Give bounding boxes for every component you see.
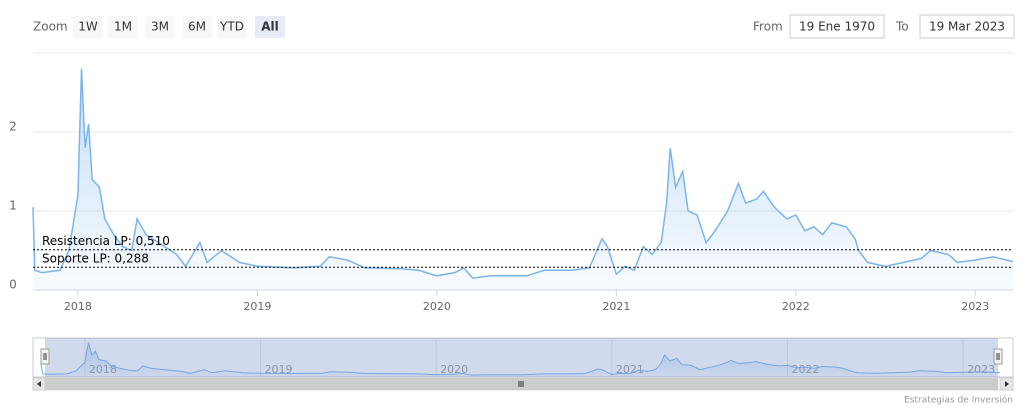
range-button[interactable] [145,16,175,38]
scrollbar-grip [518,381,524,387]
range-button[interactable] [73,16,103,38]
range-button[interactable] [255,16,285,38]
x-tick-label: 2022 [782,300,810,313]
x-tick-label: 2020 [423,300,451,313]
to-value[interactable]: 19 Mar 2023 [929,20,1005,34]
range-button-label[interactable]: 1W [78,20,98,34]
to-input[interactable] [919,14,1015,39]
arrow-right [1005,381,1009,387]
x-tick-label: 2018 [64,300,92,313]
series-area [33,68,1013,290]
range-button-label[interactable]: 1M [114,20,132,34]
credits[interactable]: Estrategias de Inversión [904,395,1013,406]
from-value[interactable]: 19 Ene 1970 [799,20,875,34]
from-input[interactable] [789,14,885,39]
zoom-label: Zoom [33,20,68,34]
range-button-label[interactable]: 3M [151,20,169,34]
navigator-area [41,342,1000,377]
range-button-label[interactable]: 6M [188,20,206,34]
navigator-handle[interactable] [40,348,50,365]
navigator-x-label: 2020 [440,363,468,376]
navigator-line [40,342,1001,376]
arrow-left [37,381,41,387]
to-label: To [895,20,909,34]
handle-grip [43,353,47,360]
plot-line-label: Soporte LP: 0,288 [42,252,149,266]
y-tick-label: 1 [9,199,17,213]
series-line [32,68,1014,279]
x-tick-label: 2019 [243,300,271,313]
navigator-handle[interactable] [993,348,1003,365]
y-tick-label: 0 [9,278,17,292]
navigator-x-label: 2019 [265,363,293,376]
x-tick-label: 2023 [961,300,989,313]
from-label: From [753,20,783,34]
range-button[interactable] [217,16,247,38]
navigator-mask [45,338,998,377]
plot-line-label: Resistencia LP: 0,510 [42,234,170,248]
x-tick-label: 2021 [602,300,630,313]
range-button[interactable] [182,16,212,38]
handle-grip [996,353,1000,360]
range-button[interactable] [108,16,138,38]
range-button-label[interactable]: YTD [219,20,244,34]
range-button-label[interactable]: All [261,20,279,34]
y-tick-label: 2 [9,120,17,134]
